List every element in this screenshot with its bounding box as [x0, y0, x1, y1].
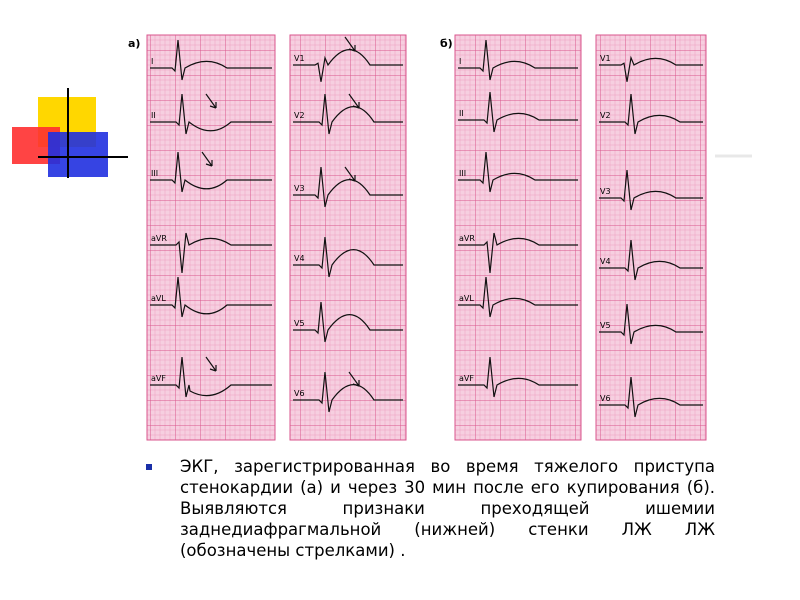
ecg-strip — [146, 34, 276, 441]
arrow — [201, 151, 213, 167]
arrow — [344, 36, 356, 52]
ecg-trace — [599, 169, 703, 211]
lead-label: V3 — [294, 184, 305, 193]
lead-label: III — [459, 169, 466, 178]
ecg-trace — [150, 356, 272, 398]
ecg-trace — [458, 232, 578, 274]
ecg-trace — [599, 303, 703, 345]
lead-label: II — [459, 109, 464, 118]
lead-label: aVF — [151, 374, 166, 383]
ecg-trace — [458, 39, 578, 81]
ecg-trace — [293, 49, 403, 82]
lead-label: I — [151, 57, 153, 66]
lead-label: aVR — [151, 234, 167, 243]
arrow — [205, 356, 217, 372]
ecg-strip — [595, 34, 707, 441]
lead-label: aVL — [151, 294, 166, 303]
ecg-trace — [150, 93, 272, 135]
ecg-trace — [150, 39, 272, 81]
arrow — [348, 371, 360, 387]
ecg-trace — [458, 91, 578, 133]
panel-label: а) — [128, 37, 140, 50]
arrow — [205, 93, 217, 109]
ecg-trace — [293, 166, 403, 208]
ecg-trace — [293, 93, 403, 135]
lead-label: V4 — [294, 254, 305, 263]
ecg-trace — [293, 236, 403, 278]
ecg-trace — [599, 55, 703, 82]
lead-label: V6 — [294, 389, 305, 398]
lead-label: II — [151, 111, 156, 120]
lead-label: V3 — [600, 187, 611, 196]
bullet — [146, 464, 152, 470]
ecg-trace — [599, 239, 703, 281]
ecg-strip — [454, 34, 582, 441]
lead-label: V2 — [600, 111, 611, 120]
decoration — [12, 88, 752, 178]
ecg-trace — [150, 276, 272, 318]
lead-label: V2 — [294, 111, 305, 120]
ecg-strip — [289, 34, 407, 441]
lead-label: aVL — [459, 294, 474, 303]
ecg-trace — [293, 371, 403, 413]
ecg-trace — [599, 376, 703, 418]
lead-label: V1 — [600, 54, 611, 63]
arrow — [344, 166, 356, 182]
lead-label: aVR — [459, 234, 475, 243]
lead-label: III — [151, 169, 158, 178]
ecg-trace — [293, 301, 403, 343]
ecg-trace — [458, 151, 578, 193]
ecg-trace — [599, 93, 703, 135]
lead-label: V4 — [600, 257, 611, 266]
lead-label: I — [459, 57, 461, 66]
ecg-trace — [150, 151, 272, 193]
lead-label: V5 — [294, 319, 305, 328]
lead-label: aVF — [459, 374, 474, 383]
lead-label: V6 — [600, 394, 611, 403]
caption: ЭКГ, зарегистрированная во время тяжелог… — [180, 457, 715, 560]
ecg-trace — [150, 232, 272, 274]
lead-label: V5 — [600, 321, 611, 330]
panel-label: б) — [440, 37, 453, 50]
ecg-trace — [458, 276, 578, 318]
ecg-trace — [458, 356, 578, 398]
ecg-figure: а)IIIIIIaVRaVLaVFV1V2V3V4V5V6б)IIIIIIaVR… — [12, 34, 752, 441]
arrow — [348, 93, 360, 109]
lead-label: V1 — [294, 54, 305, 63]
